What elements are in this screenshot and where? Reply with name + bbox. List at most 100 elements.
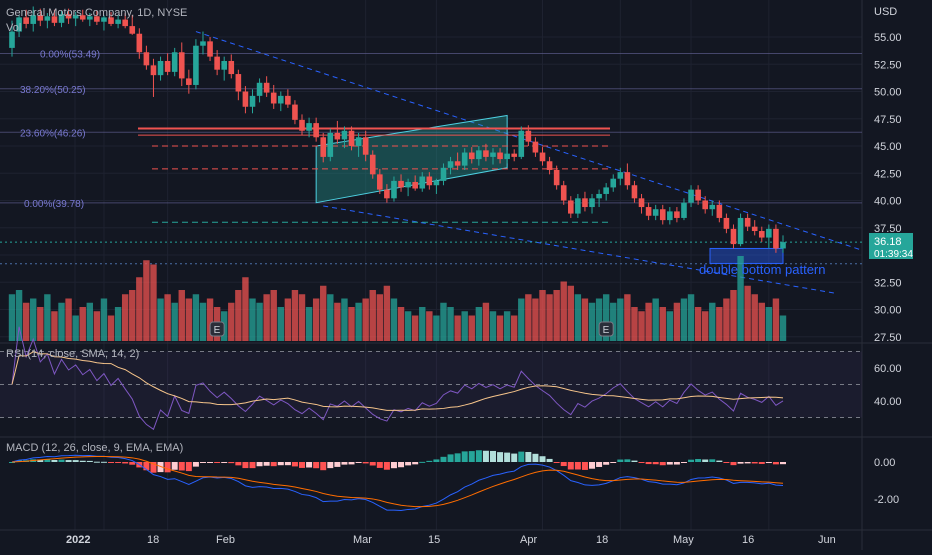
macd-tick-label: 0.00 xyxy=(874,457,895,469)
lower-trend-line xyxy=(323,205,836,294)
macd-histogram-bar xyxy=(780,462,786,465)
volume-bar xyxy=(765,307,773,341)
macd-histogram-bar xyxy=(284,462,291,466)
macd-histogram-bar xyxy=(390,462,397,469)
candle-body xyxy=(659,209,666,221)
macd-histogram-bar xyxy=(185,462,192,472)
macd-histogram-bar xyxy=(369,462,376,466)
candle-body xyxy=(730,228,737,245)
macd-histogram-bar xyxy=(299,462,306,468)
volume-bar xyxy=(687,294,695,341)
volume-bar xyxy=(475,307,483,341)
volume-bar xyxy=(369,290,376,341)
candle-body xyxy=(518,130,525,157)
macd-histogram-bar xyxy=(115,462,122,463)
candle-body xyxy=(306,123,312,131)
candle-body xyxy=(136,33,143,53)
volume-bar xyxy=(397,307,405,341)
volume-bar xyxy=(772,298,780,341)
macd-histogram-bar xyxy=(256,462,263,467)
candle-body xyxy=(355,137,362,146)
volume-bar xyxy=(411,315,419,341)
candle-body xyxy=(539,152,546,162)
volume-bar xyxy=(426,311,433,341)
candle-body xyxy=(440,167,447,181)
candle-body xyxy=(313,123,319,138)
earnings-marker[interactable] xyxy=(598,321,614,337)
macd-histogram-bar xyxy=(362,462,369,464)
macd-histogram-bar xyxy=(37,459,44,462)
bull-flag-channel xyxy=(315,114,508,204)
candle-body xyxy=(490,152,496,157)
volume-bar xyxy=(737,256,744,341)
candle-body xyxy=(723,217,730,229)
rsi-legend[interactable]: RSI (14, close, SMA, 14, 2) xyxy=(6,348,139,360)
volume-bar xyxy=(546,294,553,341)
macd-histogram-bar xyxy=(398,462,405,468)
macd-histogram-bar xyxy=(695,459,702,462)
candle-body xyxy=(9,31,15,48)
candle-body xyxy=(497,152,503,160)
macd-histogram-bar xyxy=(405,462,412,466)
earnings-marker[interactable] xyxy=(209,321,225,337)
macd-histogram-bar xyxy=(772,462,779,465)
macd-histogram-bar xyxy=(341,462,348,465)
volume-legend[interactable]: Vol xyxy=(6,22,21,34)
price-tick-label: 45.00 xyxy=(874,141,902,153)
volume-bar xyxy=(51,311,58,341)
date-axis[interactable]: 2022 18 Feb Mar 15 Apr 18 May 16 Jun xyxy=(66,534,836,546)
volume-bar xyxy=(709,302,716,341)
candle-body xyxy=(454,161,461,166)
macd-histogram-bar xyxy=(44,459,51,462)
macd-histogram-bar xyxy=(242,462,249,469)
countdown-label: 01:39:34 xyxy=(874,249,913,260)
volume-bar xyxy=(192,294,200,341)
date-tick-label: 18 xyxy=(147,534,159,546)
volume-bar xyxy=(298,294,306,341)
fib-level-label: 0.00%(53.49) xyxy=(40,49,100,60)
volume-bar xyxy=(433,315,440,341)
volume-bar xyxy=(680,298,688,341)
macd-histogram-bar xyxy=(108,462,115,463)
macd-histogram-bar xyxy=(673,462,680,465)
candle-body xyxy=(87,16,93,20)
macd-histogram-bar xyxy=(291,462,298,467)
candle-body xyxy=(624,172,631,186)
volume-bar xyxy=(284,298,292,341)
macd-histogram-bar xyxy=(525,451,532,462)
volume-bar xyxy=(716,307,723,341)
volume-bar xyxy=(588,302,596,341)
candle-body xyxy=(171,52,178,72)
price-tick-label: 32.50 xyxy=(874,277,902,289)
rsi-tick-label: 60.00 xyxy=(874,363,902,375)
volume-bar xyxy=(525,294,532,341)
double-bottom-annotation[interactable]: double bottom pattern xyxy=(699,262,825,277)
macd-histogram-bar xyxy=(716,460,723,462)
candle-body xyxy=(334,132,341,140)
macd-legend[interactable]: MACD (12, 26, close, 9, EMA, EMA) xyxy=(6,442,183,454)
fibonacci-levels: 0.00%(53.49) 38.20%(50.25) 23.60%(46.26) 0.… xyxy=(0,49,862,210)
earnings-icon: E xyxy=(603,325,610,336)
macd-histogram-bar xyxy=(659,462,666,466)
volume-bar xyxy=(185,298,193,341)
macd-histogram-bar xyxy=(277,462,284,466)
volume-bar xyxy=(79,307,86,341)
candle-body xyxy=(504,153,510,160)
volume-bar xyxy=(263,294,270,341)
symbol-title[interactable]: General Motors Company, 1D, NYSE xyxy=(6,7,187,19)
candle-body xyxy=(560,185,567,201)
candle-body xyxy=(709,204,716,210)
current-price-label: 36.18 xyxy=(874,236,902,248)
volume-bar xyxy=(581,298,589,341)
macd-histogram-bar xyxy=(221,462,228,463)
volume-bar xyxy=(143,260,150,341)
volume-bar xyxy=(440,302,447,341)
volume-bar xyxy=(673,302,681,341)
candle-body xyxy=(681,202,687,218)
macd-histogram-bar xyxy=(355,462,362,463)
volume-bar xyxy=(242,277,249,341)
candle-body xyxy=(207,41,213,57)
